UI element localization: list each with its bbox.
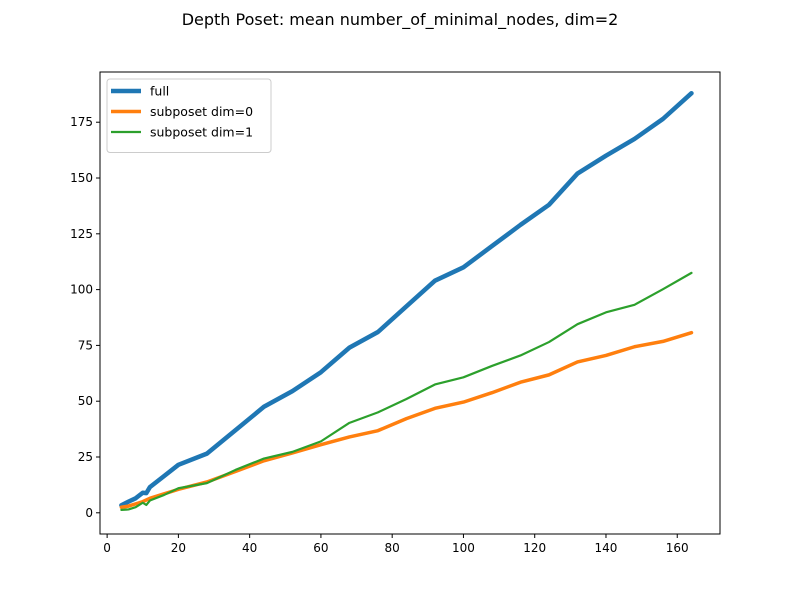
legend-label-2: subposet dim=1: [150, 125, 253, 140]
x-tick-label-2: 40: [242, 541, 257, 555]
legend: full subposet dim=0 subposet dim=1: [106, 78, 272, 153]
series-lines: [119, 90, 694, 511]
x-tick-label-4: 80: [385, 541, 400, 555]
y-tick-label-6: 150: [70, 171, 93, 185]
series-line-2: [120, 271, 693, 511]
y-tick-label-5: 125: [70, 227, 93, 241]
y-tick-label-2: 50: [78, 394, 93, 408]
y-tick-label-4: 100: [70, 283, 93, 297]
x-tick-label-1: 20: [171, 541, 186, 555]
series-line-0: [119, 90, 694, 508]
y-tick-label-7: 175: [70, 115, 93, 129]
legend-box: [106, 78, 272, 153]
x-tick-label-8: 160: [666, 541, 689, 555]
legend-label-0: full: [150, 84, 169, 99]
y-tick-label-0: 0: [85, 506, 93, 520]
series-line-1: [119, 330, 694, 509]
y-tick-label-1: 25: [78, 450, 93, 464]
x-tick-label-3: 60: [313, 541, 328, 555]
y-tick-label-3: 75: [78, 338, 93, 352]
plot-frame: [99, 71, 721, 535]
x-tick-label-5: 100: [452, 541, 475, 555]
axis-ticks: 0 20 40 60 80 100 120 140 160 0 25 50 75 100 125 150 175: [70, 115, 689, 555]
x-tick-label-0: 0: [103, 541, 111, 555]
x-tick-label-6: 120: [523, 541, 546, 555]
legend-label-1: subposet dim=0: [150, 104, 253, 119]
x-tick-label-7: 140: [595, 541, 618, 555]
chart-title: Depth Poset: mean number_of_minimal_node…: [181, 10, 619, 29]
